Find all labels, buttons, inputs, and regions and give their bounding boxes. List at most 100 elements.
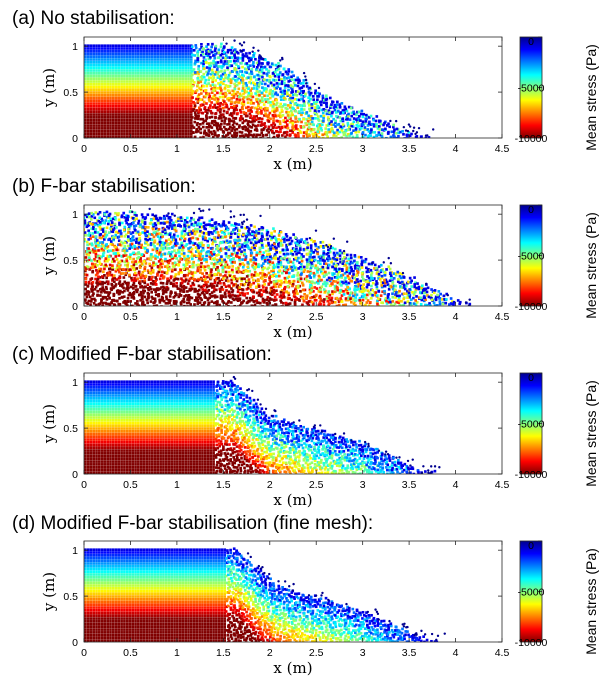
material-point [103, 82, 107, 86]
material-point [199, 229, 202, 233]
material-point [117, 66, 121, 70]
material-point [123, 110, 126, 114]
y-tick-label: 1 [72, 41, 78, 53]
material-point [125, 214, 128, 217]
material-point [196, 298, 200, 302]
material-point [101, 297, 105, 300]
material-point [220, 52, 224, 56]
material-point [114, 96, 118, 100]
material-point [110, 301, 113, 304]
material-point [114, 233, 118, 237]
material-point [318, 92, 321, 96]
material-point [109, 71, 112, 75]
material-point [266, 74, 269, 77]
material-point [92, 110, 96, 114]
material-point [181, 66, 185, 70]
material-point [210, 254, 214, 257]
material-point [200, 216, 204, 220]
material-point [100, 107, 104, 111]
material-point [236, 297, 240, 301]
material-point [239, 270, 242, 274]
material-point [125, 47, 129, 50]
material-point [88, 249, 91, 252]
material-point [164, 69, 168, 72]
material-point [156, 55, 160, 59]
material-point [261, 133, 265, 137]
material-point [201, 235, 205, 239]
material-point [328, 122, 332, 125]
material-point [250, 92, 253, 95]
material-point [178, 91, 182, 94]
material-point [111, 135, 115, 138]
material-point [153, 63, 157, 67]
material-point [101, 241, 105, 244]
material-point [295, 93, 299, 97]
material-point [250, 81, 253, 85]
material-point [150, 96, 154, 100]
material-point [222, 78, 226, 81]
material-point [185, 243, 189, 246]
material-point [189, 135, 193, 138]
material-point [199, 243, 203, 247]
material-point [242, 103, 246, 106]
material-point [106, 66, 110, 70]
material-point [291, 113, 294, 117]
material-point [95, 127, 98, 130]
material-point [84, 129, 87, 133]
material-point [106, 44, 110, 48]
material-point [376, 127, 380, 130]
material-point [170, 225, 173, 229]
material-point [149, 257, 153, 261]
material-point [261, 75, 264, 79]
material-point [129, 304, 133, 306]
material-point [124, 263, 127, 267]
material-point [240, 61, 243, 65]
material-point [84, 55, 87, 59]
material-point [101, 252, 105, 256]
material-point [137, 71, 140, 75]
material-point [327, 128, 330, 131]
material-point [213, 133, 217, 137]
material-point [229, 48, 232, 52]
material-point [216, 102, 220, 106]
material-point [291, 93, 295, 97]
material-point [266, 84, 270, 88]
material-point [134, 127, 137, 130]
material-point [106, 113, 110, 116]
material-point [120, 91, 123, 94]
material-point [231, 70, 234, 73]
material-point [403, 137, 407, 138]
material-point [161, 296, 165, 300]
material-point [183, 264, 187, 268]
material-point [117, 239, 121, 243]
material-point [184, 113, 188, 116]
scattered-point [258, 54, 261, 57]
material-point [109, 96, 112, 100]
material-point [117, 47, 121, 50]
material-point [113, 226, 117, 230]
material-point [145, 82, 149, 86]
material-point [189, 110, 193, 114]
material-point [235, 122, 239, 126]
material-point [98, 102, 101, 105]
material-point [139, 232, 142, 235]
material-point [231, 260, 235, 264]
material-point [109, 135, 112, 138]
material-point [109, 113, 112, 116]
material-point [341, 111, 345, 114]
material-point [89, 135, 93, 138]
material-point [145, 66, 149, 70]
material-point [208, 116, 212, 119]
colorbar-tick-label: 0 [528, 36, 534, 48]
material-point [276, 93, 279, 97]
material-point [316, 95, 319, 98]
material-point [94, 265, 97, 269]
scattered-point [407, 123, 411, 126]
material-point [154, 262, 158, 266]
material-point [216, 236, 220, 239]
material-point [164, 71, 168, 75]
material-point [137, 96, 140, 100]
material-point [262, 71, 266, 75]
material-point [170, 82, 174, 86]
material-point [190, 232, 194, 235]
